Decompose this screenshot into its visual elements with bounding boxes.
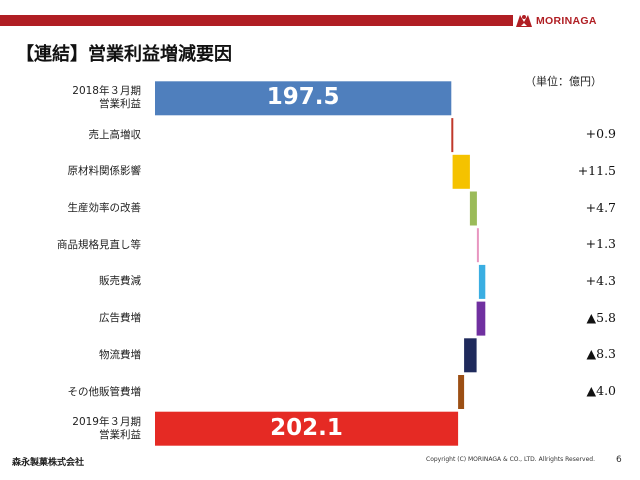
- category-label-3: 生産効率の改善: [0, 202, 142, 215]
- footer-company: 森永製菓株式会社: [12, 458, 85, 468]
- category-label-line: 営業利益: [99, 428, 141, 441]
- category-label-line: 販売費減: [99, 275, 141, 288]
- delta-bar-4: [476, 228, 479, 263]
- total-bar-0: [155, 81, 452, 116]
- brand-angel-icon: [515, 13, 533, 29]
- category-label-line: 2019年３月期: [72, 415, 141, 428]
- unit-label: （単位：億円）: [525, 75, 602, 88]
- delta-bar-5: [478, 264, 486, 299]
- category-label-5: 販売費減: [0, 275, 141, 288]
- category-label-line: 生産効率の改善: [67, 202, 142, 214]
- category-label-6: 広告費増: [0, 312, 141, 325]
- category-label-8: その他販管費増: [0, 385, 142, 399]
- brand-logo: MORINAGA: [515, 12, 635, 30]
- brand-name: MORINAGA: [536, 15, 597, 27]
- delta-value-label-2: +11.5: [577, 162, 616, 178]
- delta-value-label-4: +1.3: [585, 236, 616, 252]
- total-bar-9: [155, 411, 459, 446]
- category-label-2: 原材料関係影響: [0, 165, 142, 178]
- category-label-line: 売上高増収: [88, 128, 142, 141]
- category-label-1: 売上高増収: [0, 128, 142, 142]
- delta-bar-7: [464, 338, 477, 373]
- category-label-line: 2018年３月期: [72, 85, 141, 98]
- delta-value-label-5: +4.3: [585, 272, 616, 288]
- category-label-9: 2019年３月期 営業利益: [0, 416, 141, 442]
- delta-value-label-7: ▲8.3: [586, 346, 617, 362]
- category-label-line: 原材料関係影響: [67, 165, 142, 178]
- delta-value-label-3: +4.7: [585, 199, 616, 215]
- delta-bar-8: [458, 375, 465, 409]
- total-value-label-0: 197.5: [266, 84, 340, 111]
- header-bar: [0, 15, 513, 26]
- category-label-line: 物流費増: [99, 348, 141, 361]
- category-label-7: 物流費増: [0, 349, 141, 362]
- delta-bar-1: [451, 118, 454, 153]
- category-label-line: 商品規格見直し等: [57, 238, 141, 251]
- category-label-line: 広告費増: [99, 312, 141, 325]
- delta-value-label-6: ▲5.8: [586, 309, 617, 325]
- category-label-line: 営業利益: [99, 98, 141, 111]
- delta-bar-6: [476, 301, 486, 336]
- delta-value-label-8: ▲4.0: [586, 383, 617, 398]
- category-label-line: その他販管費増: [67, 385, 142, 398]
- category-label-4: 商品規格見直し等: [0, 239, 141, 252]
- delta-bar-3: [469, 191, 477, 226]
- page-title: 【連結】営業利益増減要因: [16, 44, 232, 65]
- delta-value-label-1: +0.9: [585, 126, 616, 142]
- category-label-0: 2018年３月期 営業利益: [0, 85, 141, 111]
- total-value-label-9: 202.1: [270, 414, 343, 441]
- footer-copyright: Copyright (C) MORINAGA & CO., LTD. Allri…: [426, 456, 595, 463]
- page-number: 6: [616, 455, 622, 465]
- delta-bar-2: [452, 154, 470, 189]
